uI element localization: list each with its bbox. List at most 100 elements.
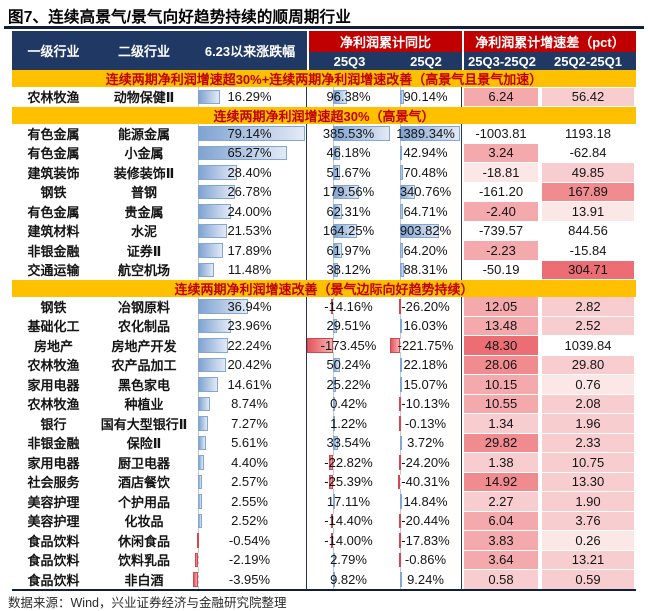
cell-q3-yoy: 179.56% (307, 182, 390, 202)
cell-diff-q3-q2: -739.57 (462, 221, 540, 241)
cell-industry-l2: 国有大型银行Ⅱ (100, 416, 188, 432)
cell-diff-q3-q2: 6.24 (462, 87, 540, 107)
cell-industry-l1: 非银金融 (27, 436, 80, 452)
q2-yoy-value: -0.13% (404, 415, 447, 431)
heat-shade (542, 297, 634, 316)
diff-q2-q1-value: 2.52 (575, 318, 601, 334)
table-row: 钢铁 冶钢原料 36.94% -14.16% -26.20% 12.05 2.8… (12, 296, 636, 317)
section-banner-accelerating: 连续两期净利润增速超30%+连续两期净利润增速改善（高景气且景气加速） (12, 70, 636, 87)
price-change-value: 5.61% (231, 435, 268, 451)
cell-diff-q2-q1: 2.82 (540, 297, 636, 317)
q3-yoy-value: 17.11% (326, 493, 371, 509)
cell-q2-yoy: 88.31% (390, 260, 462, 280)
price-change-value: -2.19% (228, 552, 271, 568)
cell-q3-yoy: 0.42% (307, 394, 390, 414)
cell-price-change: 28.40% (193, 162, 307, 182)
price-change-bar (198, 145, 287, 160)
price-change-value: 36.94% (227, 298, 272, 314)
diff-q3-q2-value: 3.83 (488, 532, 514, 548)
cell-industry-l1: 房地产 (33, 338, 73, 354)
cell-diff-q2-q1: 3.76 (540, 511, 636, 531)
cell-industry-l1: 建筑装饰 (27, 165, 80, 181)
cell-diff-q3-q2: 29.82 (462, 433, 540, 453)
diff-q3-q2-value: -50.19 (482, 262, 520, 278)
diff-q3-q2-value: 10.15 (484, 376, 518, 392)
q3-yoy-value: -14.40% (324, 513, 373, 529)
section-rows-2: 钢铁 冶钢原料 36.94% -14.16% -26.20% 12.05 2.8… (12, 296, 636, 589)
cell-industry-l1: 有色金属 (27, 204, 80, 220)
q2-yoy-bar (399, 494, 402, 509)
diff-q2-q1-value: 844.56 (568, 223, 608, 239)
table-row: 美容护理 个护用品 2.55% 17.11% 14.84% 2.27 1.90 (12, 491, 636, 512)
price-change-bar (198, 357, 226, 372)
cell-price-change: 26.78% (193, 182, 307, 202)
q2-yoy-value: -24.20% (401, 454, 450, 470)
table-row: 社会服务 酒店餐饮 2.57% -25.39% -40.31% 14.92 13… (12, 472, 636, 492)
diff-q3-q2-value: 29.82 (484, 435, 518, 451)
q2-yoy-value: 88.31% (403, 262, 448, 278)
q3-yoy-value: 51.67% (326, 164, 371, 180)
price-change-bar (198, 416, 209, 431)
q3-yoy-bar (330, 513, 333, 528)
zero-axis (198, 569, 200, 589)
q2-yoy-value: 1389.34% (396, 125, 455, 141)
q3-yoy-value: 25.22% (326, 376, 371, 392)
table-row: 银行 国有大型银行Ⅱ 7.27% 1.22% -0.13% 1.34 1.96 (12, 413, 636, 433)
price-change-value: 8.74% (231, 396, 268, 412)
header-price-change: 6.23以来涨跌幅 (193, 31, 307, 70)
cell-diff-q2-q1: 1.90 (540, 492, 636, 512)
q2-yoy-value: 14.84% (403, 493, 448, 509)
cell-industry-l2: 黑色家电 (117, 377, 170, 393)
diff-q3-q2-value: 1.34 (488, 415, 514, 431)
price-change-bar (198, 513, 202, 528)
cell-diff-q3-q2: 3.83 (462, 531, 540, 551)
header-group-profit-yoy: 净利润累计同比 (307, 31, 462, 52)
cell-diff-q3-q2: 3.64 (462, 550, 540, 570)
heat-shade (542, 163, 634, 182)
diff-q3-q2-value: 2.27 (488, 493, 514, 509)
diff-q3-q2-value: 6.24 (488, 89, 514, 105)
cell-diff-q3-q2: 3.24 (462, 143, 540, 163)
header-diff-q3-q2: 25Q3-25Q2 (462, 52, 540, 70)
cell-diff-q3-q2: 10.55 (462, 394, 540, 414)
cell-price-change: -2.19% (193, 550, 307, 570)
q2-yoy-bar (399, 377, 402, 392)
q3-yoy-value: -14.00% (324, 532, 373, 548)
cell-q2-yoy: 9.24% (390, 569, 462, 589)
q2-yoy-bar (398, 533, 401, 548)
zero-axis (332, 296, 334, 316)
cell-q3-yoy: -14.16% (307, 296, 390, 316)
cell-diff-q2-q1: 13.91 (540, 202, 636, 222)
heat-shade (464, 511, 538, 530)
diff-q2-q1-value: 304.71 (568, 262, 608, 278)
diff-q3-q2-value: 0.58 (488, 571, 514, 587)
cell-diff-q2-q1: 1039.84 (540, 336, 636, 356)
price-change-bar (198, 204, 231, 219)
cell-diff-q3-q2: 6.04 (462, 511, 540, 531)
cell-diff-q3-q2: -161.20 (462, 182, 540, 202)
cell-q3-yoy: -22.82% (307, 452, 390, 472)
cell-q3-yoy: 9.82% (307, 569, 390, 589)
table-row: 建筑材料 水泥 21.53% 164.25% 903.82% -739.57 8… (12, 221, 636, 241)
cell-industry-l1: 非银金融 (27, 243, 80, 259)
heat-shade (542, 453, 634, 472)
heat-shade (464, 316, 538, 335)
heat-shade (542, 570, 634, 589)
diff-q2-q1-value: 0.26 (575, 532, 601, 548)
q2-yoy-bar (399, 204, 403, 219)
q3-yoy-value: 33.54% (326, 435, 371, 451)
cell-industry-l2: 房地产开发 (111, 338, 177, 354)
diff-q3-q2-value: 48.30 (484, 337, 518, 353)
cell-diff-q3-q2: -18.81 (462, 163, 540, 183)
cell-industry-l2: 饮料乳品 (117, 553, 170, 569)
price-change-bar (198, 223, 228, 238)
heat-shade (542, 550, 634, 569)
heat-shade (542, 260, 634, 279)
q2-yoy-bar (399, 223, 440, 238)
q3-yoy-value: 385.53% (322, 125, 375, 141)
header-diff-q2-q1: 25Q2-25Q1 (540, 52, 636, 70)
heat-shade (542, 182, 634, 201)
cell-diff-q2-q1: 2.33 (540, 433, 636, 453)
q3-yoy-bar (330, 299, 333, 314)
diff-q2-q1-value: 13.30 (571, 474, 605, 490)
